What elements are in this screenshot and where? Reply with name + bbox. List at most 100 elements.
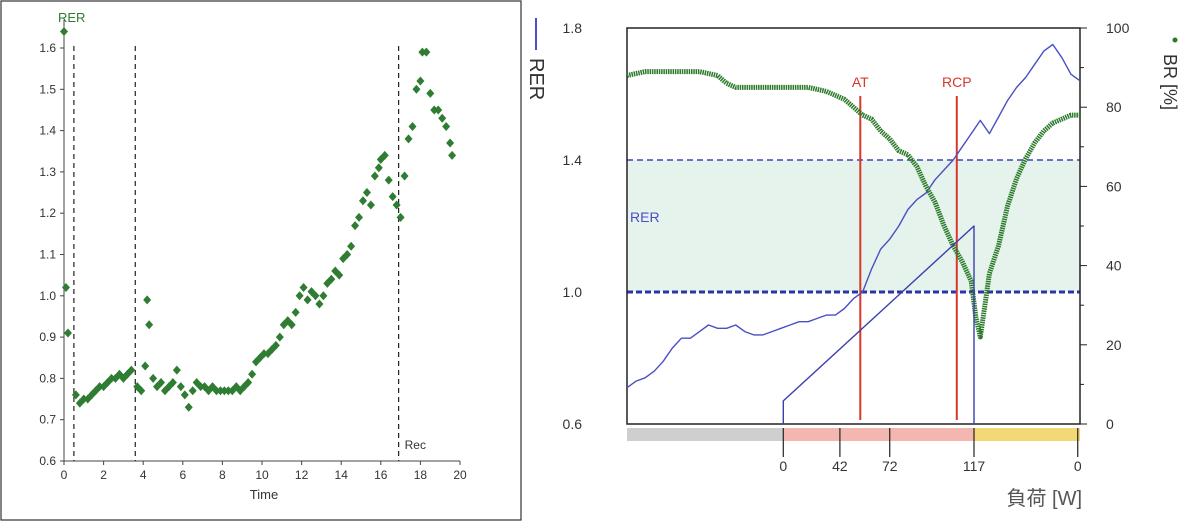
y-tick-label: 1.6 (39, 41, 56, 55)
rer-data-point (303, 295, 312, 305)
rer-br-load-chart: RER 0.6 1.0 1.4 1.8 0 20 40 60 80 100 RER BR [%] AT RC… (525, 18, 1180, 510)
rer-data-point (60, 26, 68, 36)
rer-data-point (347, 241, 356, 251)
br-series-line (626, 69, 1080, 340)
rer-data-point (426, 88, 435, 98)
left-y-tick-label: 0.6 (563, 416, 583, 432)
x-tick-label: 4 (140, 468, 147, 482)
rer-data-point (248, 369, 257, 379)
rer-data-point (295, 291, 304, 301)
rer-data-point (412, 84, 421, 94)
x-tick-label: 20 (453, 468, 467, 482)
x-tick-label: 0 (61, 468, 68, 482)
left-y-tick-label: 1.8 (563, 20, 583, 36)
y-tick-label: 1.1 (39, 248, 56, 262)
y-tick-label: 0.6 (39, 454, 56, 468)
rer-data-point (291, 307, 300, 317)
left-chart-panel: 0.6 0.7 0.8 0.9 1.0 1.1 1.2 1.3 1.4 1.5 1.6 0 2 4 6 8 10… (0, 0, 524, 522)
rer-data-point (184, 402, 193, 412)
rer-data-point (63, 328, 72, 338)
rer-time-chart: 0.6 0.7 0.8 0.9 1.0 1.1 1.2 1.3 1.4 1.5 1.6 0 2 4 6 8 10… (0, 0, 522, 521)
rer-data-point (319, 291, 328, 301)
rer-data-point (275, 332, 284, 342)
y-tick-label: 0.8 (39, 371, 56, 385)
rer-data-point (358, 196, 367, 206)
rer-data-point (400, 171, 409, 181)
right-y-tick-label: 0 (1106, 416, 1114, 432)
rer-data-point (327, 274, 336, 284)
right-y-tick-label: 80 (1106, 99, 1122, 115)
chart-frame (0, 0, 522, 521)
x-tick-label: 117 (963, 458, 986, 474)
rer-data-point (392, 200, 401, 210)
rer-data-point (287, 320, 296, 330)
rer-data-point (384, 175, 393, 185)
rer-data-point (145, 320, 154, 330)
x-tick-label: 16 (374, 468, 388, 482)
rer-data-point (143, 295, 152, 305)
rer-data-point (157, 378, 166, 388)
right-y-tick-label: 60 (1106, 178, 1122, 194)
x-tick-label: 0 (779, 458, 787, 474)
y-tick-label: 1.4 (39, 124, 56, 138)
right-y-tick-label: 40 (1106, 258, 1122, 274)
right-chart-panel: RER 0.6 1.0 1.4 1.8 0 20 40 60 80 100 RER BR [%] AT RC… (524, 0, 1200, 522)
threshold-label: AT (852, 74, 869, 90)
rer-data-point (362, 188, 371, 198)
rer-data-point (180, 390, 189, 400)
y-tick-label: 1.3 (39, 165, 56, 179)
x-tick-label: 2 (100, 468, 107, 482)
rer-data-point (446, 138, 455, 148)
rer-data-point (188, 386, 197, 396)
x-tick-label: 18 (414, 468, 428, 482)
rer-data-point (168, 378, 177, 388)
rer-data-point (61, 283, 70, 293)
rer-data-point (434, 105, 443, 115)
phase-bar-segment (783, 428, 974, 441)
rer-data-point (438, 113, 447, 123)
rer-data-point (127, 365, 136, 375)
rer-data-point (137, 386, 146, 396)
x-tick-label: 0 (1074, 458, 1082, 474)
y-tick-label: 0.7 (39, 413, 56, 427)
rer-data-point (311, 291, 320, 301)
reference-band-label: RER (630, 209, 660, 225)
rer-data-point (370, 171, 379, 181)
y-tick-label: 1.2 (39, 206, 56, 220)
rer-data-point (355, 212, 364, 222)
x-tick-label: 8 (219, 468, 226, 482)
threshold-label: RCP (942, 74, 972, 90)
rer-data-point (71, 390, 80, 400)
rer-data-point (408, 121, 417, 131)
rer-data-point (141, 361, 150, 371)
left-y-axis-title: RER (525, 58, 547, 100)
rer-data-point (416, 76, 425, 86)
right-y-axis-title: BR [%] (1160, 54, 1180, 110)
x-tick-label: 14 (335, 468, 349, 482)
y-tick-label: 1.0 (39, 289, 56, 303)
x-tick-label: 6 (179, 468, 186, 482)
rer-data-point (299, 283, 308, 293)
rer-data-point (404, 134, 413, 144)
rer-series-line (626, 43, 1081, 389)
rer-data-point (149, 373, 158, 383)
rer-data-point (442, 121, 451, 131)
y-tick-label: 0.9 (39, 330, 56, 344)
rer-data-point (366, 200, 375, 210)
rer-data-point (315, 299, 324, 309)
x-tick-label: 12 (295, 468, 309, 482)
br-legend-marker (1172, 37, 1178, 43)
x-tick-label: 72 (882, 458, 898, 474)
rer-data-point (396, 212, 405, 222)
phase-bar-segment (973, 428, 1080, 441)
load-series-line (782, 225, 975, 424)
right-y-tick-label: 20 (1106, 337, 1122, 353)
phase-bar-segment (627, 428, 784, 441)
rer-data-point (380, 150, 389, 160)
left-y-tick-label: 1.0 (563, 284, 583, 300)
series-label: RER (58, 10, 85, 25)
y-tick-label: 1.5 (39, 82, 56, 96)
x-tick-label: 42 (832, 458, 848, 474)
rer-data-point (271, 340, 280, 350)
right-y-tick-label: 100 (1106, 20, 1130, 36)
